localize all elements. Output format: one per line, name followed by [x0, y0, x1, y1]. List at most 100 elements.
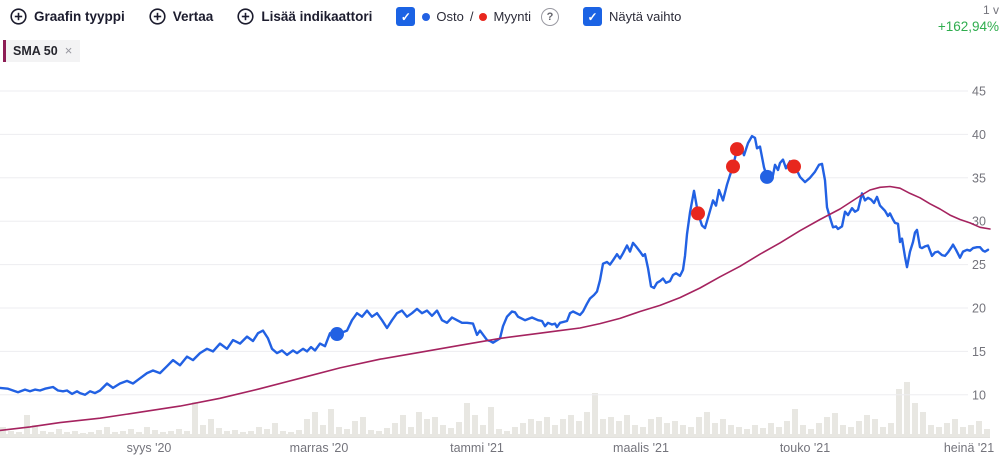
- chart-type-label: Graafin tyyppi: [34, 9, 125, 24]
- volume-bar: [680, 425, 686, 437]
- volume-bar: [608, 417, 614, 437]
- volume-bar: [432, 417, 438, 437]
- volume-bar: [440, 425, 446, 437]
- x-axis-tick-label: tammi '21: [450, 441, 504, 455]
- volume-bar: [808, 429, 814, 437]
- volume-bar: [416, 412, 422, 437]
- volume-bar: [296, 430, 302, 437]
- help-icon[interactable]: ?: [541, 7, 560, 26]
- volume-bar: [632, 425, 638, 437]
- volume-bar: [816, 423, 822, 437]
- volume-bar: [304, 419, 310, 437]
- volume-bar: [840, 425, 846, 437]
- volume-bar: [216, 428, 222, 437]
- volume-bar: [968, 425, 974, 437]
- volume-bar: [752, 425, 758, 437]
- range-label[interactable]: 1 v: [982, 3, 999, 17]
- volume-bar: [936, 427, 942, 437]
- show-volume-toggle-group: ✓ Näytä vaihto: [583, 7, 681, 26]
- volume-bar: [344, 429, 350, 437]
- volume-bar: [848, 427, 854, 437]
- x-axis-tick-label: maalis '21: [613, 441, 669, 455]
- volume-bar: [720, 419, 726, 437]
- sma50-line: [0, 185, 991, 432]
- volume-bar: [768, 423, 774, 437]
- volume-bar: [616, 421, 622, 437]
- volume-bar: [776, 427, 782, 437]
- volume-bar: [552, 425, 558, 437]
- price-line: [0, 134, 990, 396]
- volume-bar: [792, 409, 798, 437]
- volume-bar: [264, 429, 270, 437]
- volume-bar: [128, 429, 134, 437]
- y-axis-tick-label: 35: [972, 171, 986, 185]
- x-axis-tick-label: syys '20: [127, 441, 172, 455]
- volume-bar: [960, 427, 966, 437]
- buy-label: Osto: [436, 9, 464, 24]
- volume-bar: [256, 427, 262, 437]
- volume-bar: [32, 425, 38, 437]
- sell-marker[interactable]: [730, 142, 744, 157]
- volume-bar: [736, 427, 742, 437]
- volume-bar: [464, 403, 470, 437]
- buy-sell-legend: Osto / Myynti: [422, 9, 531, 24]
- volume-bar: [784, 421, 790, 437]
- volume-bar: [712, 423, 718, 437]
- volume-bar: [520, 423, 526, 437]
- volume-bar: [392, 423, 398, 437]
- volume-bar: [408, 427, 414, 437]
- volume-bar: [672, 421, 678, 437]
- plus-circle-icon: [237, 8, 254, 25]
- volume-bar: [0, 427, 6, 437]
- volume-bar: [152, 430, 158, 437]
- buy-sell-checkbox[interactable]: ✓: [396, 7, 416, 26]
- buy-sell-toggle-group: ✓ Osto / Myynti ?: [396, 7, 560, 26]
- volume-bar: [456, 422, 462, 437]
- volume-bar: [704, 412, 710, 437]
- volume-bar: [272, 423, 278, 437]
- volume-bar: [944, 423, 950, 437]
- volume-bar: [312, 412, 318, 437]
- sell-marker[interactable]: [726, 159, 740, 174]
- volume-bar: [208, 419, 214, 437]
- add-indicator-label: Lisää indikaattori: [261, 9, 373, 24]
- y-axis-tick-label: 20: [972, 302, 986, 316]
- volume-bar: [832, 413, 838, 437]
- buy-marker[interactable]: [330, 327, 344, 342]
- show-volume-checkbox[interactable]: ✓: [583, 7, 603, 26]
- indicator-tag-sma50[interactable]: SMA 50 ×: [3, 40, 81, 62]
- x-axis-tick-label: touko '21: [780, 441, 830, 455]
- volume-bar: [192, 402, 198, 437]
- plus-circle-icon: [10, 8, 27, 25]
- volume-bar: [528, 419, 534, 437]
- buy-marker[interactable]: [760, 169, 774, 184]
- add-indicator-button[interactable]: Lisää indikaattori: [237, 8, 372, 25]
- chart-type-button[interactable]: Graafin tyyppi: [10, 8, 125, 25]
- performance-box: 1 v +162,94%: [938, 3, 999, 34]
- volume-bar: [656, 417, 662, 437]
- close-icon[interactable]: ×: [64, 43, 73, 58]
- volume-bar: [448, 428, 454, 437]
- volume-bar: [568, 415, 574, 437]
- volume-bar: [872, 419, 878, 437]
- show-volume-label: Näytä vaihto: [609, 9, 682, 24]
- compare-button[interactable]: Vertaa: [149, 8, 213, 25]
- volume-bar: [984, 429, 990, 437]
- volume-bar: [920, 412, 926, 437]
- performance-value: +162,94%: [937, 19, 999, 34]
- volume-baseline: [0, 434, 990, 437]
- volume-bar: [176, 429, 182, 437]
- sell-marker[interactable]: [691, 206, 705, 221]
- volume-bar: [512, 427, 518, 437]
- y-axis-tick-label: 15: [972, 345, 986, 359]
- checkmark-icon: ✓: [587, 9, 598, 24]
- volume-bar: [888, 423, 894, 437]
- volume-bar: [24, 415, 30, 437]
- volume-bar: [600, 419, 606, 437]
- volume-bar: [856, 421, 862, 437]
- volume-bar: [928, 425, 934, 437]
- sell-marker[interactable]: [787, 159, 801, 174]
- volume-bar: [56, 429, 62, 437]
- x-axis-tick-label: heinä '21: [944, 441, 994, 455]
